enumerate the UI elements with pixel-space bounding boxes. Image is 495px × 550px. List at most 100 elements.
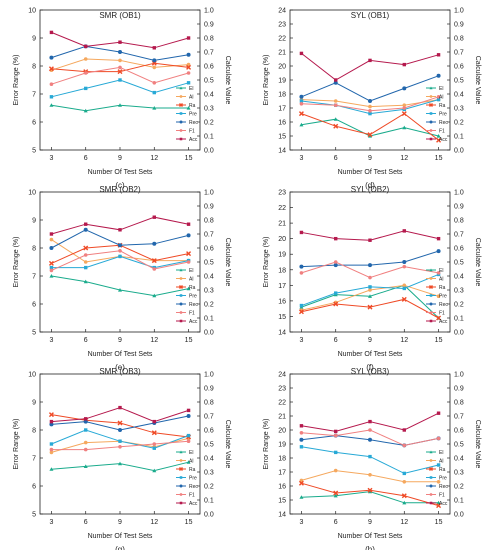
legend-label: El — [189, 268, 193, 274]
x-tick-label: 12 — [400, 155, 408, 162]
point-marker — [429, 137, 433, 141]
point-marker — [179, 467, 183, 471]
y2-tick-label: 0.9 — [204, 204, 214, 211]
point-marker — [49, 467, 54, 471]
y2-tick-label: 0.6 — [204, 428, 214, 435]
y2-tick-label: 1.0 — [454, 8, 464, 15]
series-f1 — [49, 249, 191, 273]
point-marker — [429, 120, 433, 124]
point-marker — [402, 428, 406, 432]
series-f1 — [299, 95, 441, 113]
point-marker — [118, 40, 122, 44]
legend-label: Acc — [439, 501, 448, 507]
point-marker — [298, 111, 304, 117]
point-marker — [299, 445, 304, 449]
plot-frame — [39, 373, 201, 515]
y-tick-label: 14 — [278, 148, 286, 155]
legend-label: Acc — [439, 137, 448, 143]
point-marker — [429, 493, 433, 496]
y-tick-label: 17 — [278, 470, 286, 477]
point-marker — [429, 302, 433, 306]
point-marker — [429, 103, 433, 107]
point-marker — [83, 440, 88, 445]
point-marker — [152, 81, 157, 85]
point-marker — [402, 480, 407, 484]
point-marker — [436, 53, 441, 57]
point-marker — [368, 109, 372, 113]
panel-title: SYL (OB1) — [351, 11, 390, 20]
x-axis-label: Number Of Test Sets — [88, 351, 153, 358]
point-marker — [429, 86, 433, 90]
point-marker — [333, 433, 338, 438]
point-marker — [186, 286, 191, 291]
point-marker — [84, 428, 88, 432]
y2-tick-label: 0.1 — [204, 316, 214, 323]
legend-label: Pre — [189, 112, 197, 118]
y2-tick-label: 0.2 — [204, 120, 214, 127]
y-tick-label: 14 — [278, 330, 286, 337]
point-marker — [436, 137, 442, 143]
legend-label: Rec — [189, 302, 198, 308]
legend-label: Al — [189, 277, 193, 283]
point-marker — [298, 309, 304, 315]
legend-label: Acc — [189, 319, 198, 325]
y2-tick-label: 0.2 — [454, 484, 464, 491]
point-marker — [299, 303, 304, 308]
point-marker — [118, 103, 122, 107]
legend: El Al Ra Pre Rec F1 Acc — [426, 450, 448, 507]
point-marker — [118, 445, 122, 449]
legend-label: Al — [439, 277, 443, 283]
point-marker — [151, 430, 157, 436]
point-marker — [186, 414, 191, 418]
series-el — [299, 489, 441, 505]
y-tick-label: 8 — [32, 428, 36, 435]
y2-axis-label: Calculate Value — [474, 56, 481, 105]
y2-tick-label: 0.9 — [454, 22, 464, 29]
point-marker — [83, 253, 88, 257]
point-marker — [436, 463, 441, 467]
point-marker — [49, 422, 54, 427]
series-pre — [49, 78, 191, 99]
point-marker — [368, 134, 372, 138]
y2-tick-label: 0.6 — [204, 246, 214, 253]
legend-label: Pre — [189, 294, 197, 300]
y-tick-label: 10 — [28, 190, 36, 197]
chart-panel-g: 5 6 7 8 9 10 0.0 0.1 0.2 0.3 0.4 0.5 0.6 0.7 0.8 0.9 1.0… — [13, 367, 231, 550]
point-marker — [186, 81, 191, 85]
point-marker — [402, 283, 407, 288]
point-marker — [402, 106, 407, 110]
legend-label: Pre — [439, 476, 447, 482]
point-marker — [368, 285, 372, 289]
point-marker — [49, 246, 54, 250]
y2-tick-label: 0.5 — [204, 78, 214, 85]
point-marker — [83, 464, 88, 468]
point-marker — [152, 46, 156, 50]
y2-tick-label: 0.8 — [204, 400, 214, 407]
series-acc — [49, 405, 191, 424]
y-tick-label: 17 — [278, 283, 286, 290]
series-al — [299, 97, 441, 109]
y-tick-label: 19 — [278, 78, 286, 85]
point-marker — [118, 65, 122, 70]
legend: El Al Ra Pre Rec F1 Acc — [426, 268, 448, 325]
y-tick-label: 6 — [32, 120, 36, 127]
y-tick-label: 6 — [32, 302, 36, 309]
panel-letter: (f) — [366, 363, 374, 372]
legend-label: Pre — [189, 476, 197, 482]
point-marker — [83, 57, 88, 61]
legend-label: F1 — [439, 311, 445, 317]
legend-label: Al — [439, 459, 443, 465]
point-marker — [49, 442, 54, 446]
y2-tick-label: 0.7 — [454, 232, 464, 239]
y2-tick-label: 0.1 — [454, 134, 464, 141]
series-rec — [49, 414, 191, 432]
y2-tick-label: 0.5 — [454, 442, 464, 449]
point-marker — [118, 228, 122, 232]
point-marker — [368, 104, 372, 109]
point-marker — [152, 58, 157, 63]
y-tick-label: 15 — [278, 498, 286, 505]
y2-tick-label: 0.3 — [454, 470, 464, 477]
series-line — [301, 446, 439, 474]
point-marker — [83, 108, 88, 113]
y2-tick-label: 0.2 — [204, 484, 214, 491]
